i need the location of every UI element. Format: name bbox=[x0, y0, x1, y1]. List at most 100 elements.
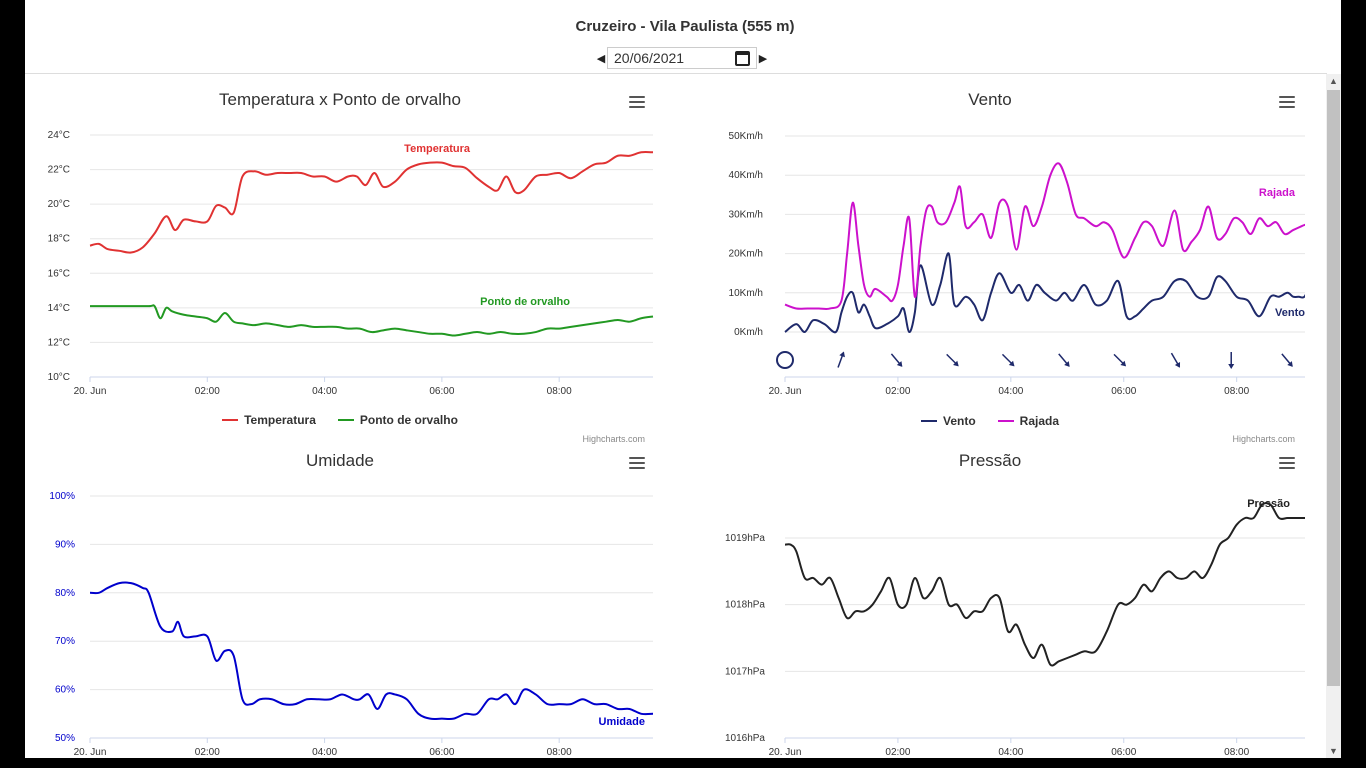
wind-arrow-head bbox=[1228, 364, 1235, 369]
y-tick-label: 100% bbox=[49, 491, 75, 502]
legend-label: Rajada bbox=[1019, 414, 1060, 428]
next-day-button[interactable]: ▶ bbox=[758, 52, 768, 65]
chart-umidade: Umidade 50% 60% 70% 80% 90% 100% 20. Jun 02:00 0… bbox=[25, 441, 655, 758]
wind-arrow-icon bbox=[1170, 352, 1181, 368]
x-tick-label: 06:00 bbox=[429, 747, 454, 758]
wind-arrow-icon bbox=[890, 353, 903, 367]
scroll-up-icon[interactable]: ▲ bbox=[1329, 76, 1338, 86]
y-tick-label: 24°C bbox=[48, 130, 70, 141]
chart-menu-button[interactable] bbox=[629, 457, 645, 471]
x-tick-label: 20. Jun bbox=[769, 386, 802, 397]
chart-menu-button[interactable] bbox=[629, 96, 645, 110]
y-tick-label: 50Km/h bbox=[729, 131, 763, 142]
chart-menu-button[interactable] bbox=[1279, 96, 1295, 110]
wind-arrow-head bbox=[896, 361, 903, 367]
x-tick-label: 20. Jun bbox=[74, 747, 107, 758]
x-tick-label: 04:00 bbox=[312, 747, 337, 758]
x-tick-label: 08:00 bbox=[547, 747, 572, 758]
wind-arrow-head bbox=[839, 351, 845, 358]
x-tick-label: 02:00 bbox=[195, 747, 220, 758]
y-tick-label: 80% bbox=[55, 588, 75, 599]
chart-title: Temperatura x Ponto de orvalho bbox=[219, 90, 461, 109]
y-tick-label: 20Km/h bbox=[729, 249, 763, 260]
calendar-icon[interactable] bbox=[735, 50, 750, 66]
y-tick-label: 14°C bbox=[48, 303, 70, 314]
series-line-umidade bbox=[89, 581, 654, 720]
y-tick-label: 0Km/h bbox=[734, 327, 763, 338]
chart-title: Vento bbox=[968, 90, 1012, 109]
y-tick-label: 16°C bbox=[48, 268, 70, 279]
chart-menu-button[interactable] bbox=[1279, 457, 1295, 471]
vertical-scrollbar[interactable]: ▲ ▼ bbox=[1326, 74, 1341, 758]
y-tick-label: 1016hPa bbox=[725, 733, 765, 744]
y-tick-label: 20°C bbox=[48, 199, 70, 210]
x-tick-label: 06:00 bbox=[429, 386, 454, 397]
legend-item[interactable]: Temperatura bbox=[222, 413, 316, 427]
legend-symbol bbox=[337, 419, 354, 421]
chart-svg: 10°C 12°C 14°C 16°C 18°C 20°C 22°C 24°C 20. Jun 0… bbox=[48, 130, 654, 397]
x-tick-label: 06:00 bbox=[1111, 386, 1136, 397]
chart-legend: Temperatura Ponto de orvalho bbox=[25, 413, 655, 427]
y-tick-label: 90% bbox=[55, 539, 75, 550]
x-tick-label: 04:00 bbox=[998, 386, 1023, 397]
credits-link[interactable]: Highcharts.com bbox=[582, 434, 645, 444]
wind-arrow-head bbox=[953, 360, 959, 367]
wind-arrow-icon bbox=[1001, 353, 1015, 367]
series-annotation: Umidade bbox=[599, 716, 645, 728]
chart-title: Umidade bbox=[305, 451, 375, 470]
previous-day-button[interactable]: ◀ bbox=[596, 52, 606, 65]
legend-item[interactable]: Vento bbox=[920, 414, 976, 428]
y-tick-label: 30Km/h bbox=[729, 209, 763, 220]
y-tick-label: 18°C bbox=[48, 234, 70, 245]
series-annotation: Rajada bbox=[1259, 187, 1296, 199]
legend-label: Temperatura bbox=[244, 413, 316, 427]
chart-svg: 0Km/h 10Km/h 20Km/h 30Km/h 40Km/h 50Km/h 20. J… bbox=[729, 131, 1305, 397]
chart-svg: 1016hPa 1017hPa 1018hPa 1019hPa 20. Jun 02:00… bbox=[725, 498, 1305, 758]
legend-item[interactable]: Ponto de orvalho bbox=[337, 413, 458, 427]
series-annotation: Ponto de orvalho bbox=[480, 296, 570, 308]
date-navigator: ◀ 20/06/2021 ▶ bbox=[595, 46, 769, 70]
chart-vento: Vento 0Km/h 10Km/h 20Km/h 30Km/h 40Km/h 50Km/… bbox=[675, 80, 1305, 444]
wind-arrow-icon bbox=[1113, 353, 1127, 367]
y-tick-label: 1019hPa bbox=[725, 533, 765, 544]
x-tick-label: 08:00 bbox=[1224, 386, 1249, 397]
series-annotation: Pressão bbox=[1247, 498, 1290, 510]
date-value: 20/06/2021 bbox=[614, 50, 685, 66]
wind-arrow-head bbox=[1120, 360, 1127, 367]
x-tick-label: 06:00 bbox=[1111, 747, 1136, 758]
series-annotation: Vento bbox=[1275, 307, 1305, 319]
series-line-pressão bbox=[784, 502, 1305, 667]
legend-item[interactable]: Rajada bbox=[997, 414, 1060, 428]
series-line-rajada bbox=[784, 162, 1305, 311]
scroll-down-icon[interactable]: ▼ bbox=[1329, 746, 1338, 756]
x-tick-label: 04:00 bbox=[998, 747, 1023, 758]
scroll-thumb[interactable] bbox=[1327, 90, 1340, 686]
credits-link[interactable]: Highcharts.com bbox=[1232, 434, 1295, 444]
legend-symbol bbox=[222, 419, 239, 421]
page-title: Cruzeiro - Vila Paulista (555 m) bbox=[575, 18, 795, 35]
wind-arrow-head bbox=[1174, 361, 1181, 368]
resize-icon[interactable]: ⤡ bbox=[33, 0, 41, 9]
y-tick-label: 10°C bbox=[48, 372, 70, 383]
legend-symbol bbox=[920, 420, 937, 422]
app-window: ⤡ Cruzeiro - Vila Paulista (555 m) ◀ 20/… bbox=[25, 0, 1341, 758]
series-line-vento bbox=[784, 252, 1305, 334]
legend-symbol bbox=[997, 420, 1014, 422]
series-line-ponto-de-orvalho bbox=[89, 304, 654, 337]
chart-svg: 50% 60% 70% 80% 90% 100% 20. Jun 02:00 04:00 06:0… bbox=[49, 491, 654, 758]
y-tick-label: 50% bbox=[55, 733, 75, 744]
series-line-temperatura bbox=[89, 151, 654, 254]
wind-arrow-icon bbox=[1228, 352, 1235, 369]
x-tick-label: 20. Jun bbox=[769, 747, 802, 758]
y-tick-label: 1017hPa bbox=[725, 666, 765, 677]
series-annotation: Temperatura bbox=[404, 143, 471, 155]
y-tick-label: 1018hPa bbox=[725, 600, 765, 611]
x-tick-label: 02:00 bbox=[195, 386, 220, 397]
chart-legend: Vento Rajada bbox=[675, 414, 1305, 428]
divider bbox=[25, 73, 1327, 74]
legend-label: Ponto de orvalho bbox=[359, 413, 458, 427]
wind-arrow-head bbox=[1287, 361, 1293, 367]
wind-calm-icon bbox=[776, 351, 794, 369]
wind-arrow-icon bbox=[1281, 353, 1293, 367]
date-input[interactable]: 20/06/2021 bbox=[607, 47, 757, 69]
